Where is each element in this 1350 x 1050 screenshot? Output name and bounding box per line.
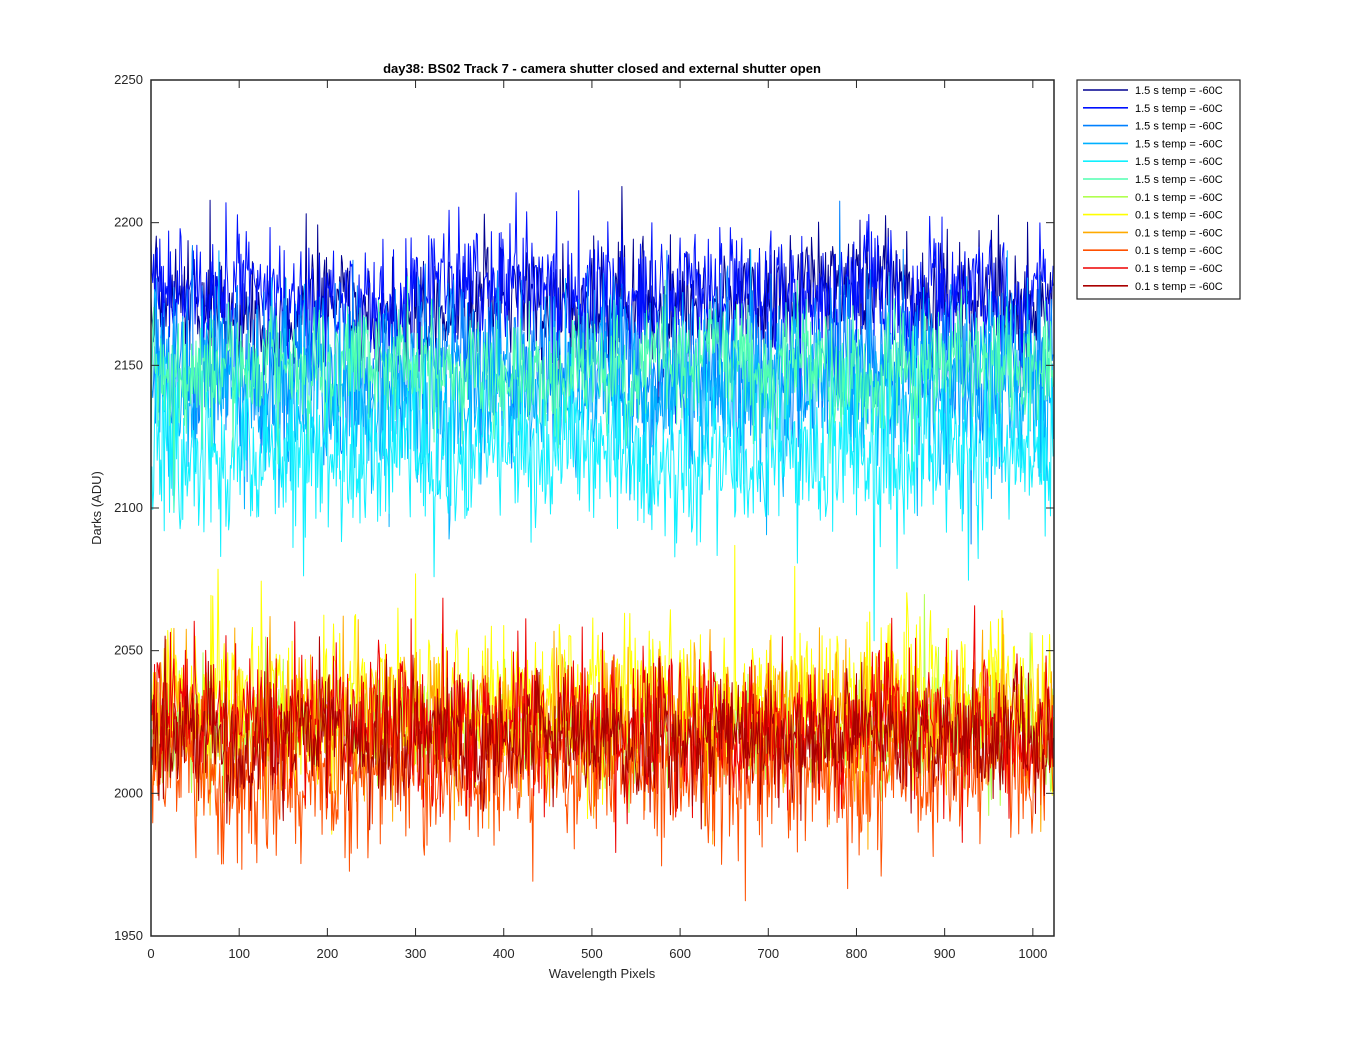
series-line-12: [151, 635, 1054, 831]
y-tick-label: 2100: [114, 500, 143, 515]
x-tick-label: 0: [147, 946, 154, 961]
legend-label: 0.1 s temp = -60C: [1135, 210, 1223, 222]
x-tick-label: 200: [317, 946, 339, 961]
x-axis: 0 100 200 300 400 500 600 700 800 900 1000: [147, 80, 1047, 961]
x-tick-label: 300: [405, 946, 427, 961]
y-tick-label: 1950: [114, 928, 143, 943]
legend-label: 0.1 s temp = -60C: [1135, 192, 1223, 204]
x-tick-label: 400: [493, 946, 515, 961]
x-tick-label: 700: [757, 946, 779, 961]
x-tick-label: 900: [934, 946, 956, 961]
x-tick-label: 600: [669, 946, 691, 961]
legend-label: 1.5 s temp = -60C: [1135, 138, 1223, 150]
y-tick-label: 2050: [114, 643, 143, 658]
legend-label: 0.1 s temp = -60C: [1135, 227, 1223, 239]
x-tick-label: 500: [581, 946, 603, 961]
legend-label: 0.1 s temp = -60C: [1135, 245, 1223, 257]
series-line-4: [151, 249, 1054, 540]
legend-label: 0.1 s temp = -60C: [1135, 281, 1223, 293]
legend-label: 1.5 s temp = -60C: [1135, 156, 1223, 168]
legend-label: 1.5 s temp = -60C: [1135, 103, 1223, 115]
x-tick-label: 1000: [1018, 946, 1047, 961]
series-line-6: [151, 276, 1054, 512]
y-tick-label: 2200: [114, 215, 143, 230]
series-layer: [151, 186, 1054, 902]
x-tick-label: 800: [846, 946, 868, 961]
series-line-5: [151, 326, 1054, 642]
legend-label: 1.5 s temp = -60C: [1135, 121, 1223, 133]
y-axis: 1950 2000 2050 2100 2150 2200 2250: [114, 72, 1054, 943]
y-axis-label: Darks (ADU): [89, 471, 104, 545]
x-axis-label: Wavelength Pixels: [549, 966, 656, 981]
chart-title: day38: BS02 Track 7 - camera shutter clo…: [383, 61, 821, 76]
legend-label: 0.1 s temp = -60C: [1135, 263, 1223, 275]
legend-box: [1076, 79, 1241, 300]
legend: 1.5 s temp = -60C 1.5 s temp = -60C 1.5 s …: [1076, 79, 1241, 300]
y-tick-label: 2250: [114, 72, 143, 87]
legend-label: 1.5 s temp = -60C: [1135, 85, 1223, 97]
legend-label: 1.5 s temp = -60C: [1135, 174, 1223, 186]
y-tick-label: 2150: [114, 357, 143, 372]
y-tick-label: 2000: [114, 785, 143, 800]
x-tick-label: 100: [228, 946, 250, 961]
